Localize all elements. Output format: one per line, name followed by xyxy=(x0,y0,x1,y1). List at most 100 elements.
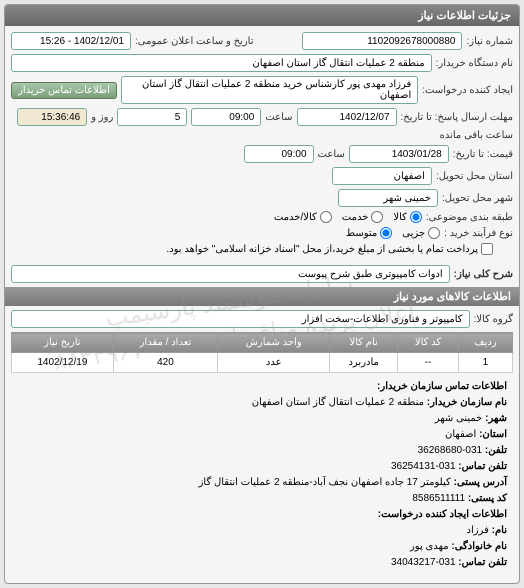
table-header-row: ردیف کد کالا نام کالا واحد شمارش تعداد /… xyxy=(12,333,513,353)
td-unit: عدد xyxy=(218,353,330,373)
bi-city: خمینی شهر xyxy=(435,413,483,424)
radio-motevaset-input[interactable] xyxy=(380,227,392,239)
panel-body: شماره نیاز: 1102092678000880 تاریخ و ساع… xyxy=(5,26,519,583)
radio-kala[interactable]: کالا xyxy=(393,211,422,223)
radio-khedmat-input[interactable] xyxy=(371,211,383,223)
row-price-valid: قیمت: تا تاریخ: 1403/01/28 ساعت 09:00 xyxy=(11,145,513,163)
requester-label: ایجاد کننده درخواست: xyxy=(422,85,513,96)
row-requester: ایجاد کننده درخواست: فرزاد مهدی پور کارش… xyxy=(11,76,513,104)
city-field: خمینی شهر xyxy=(338,189,438,207)
cr-tel: 031-34043217 xyxy=(391,557,456,568)
saat-label-2: ساعت xyxy=(318,149,345,160)
cr-name-label: نام: xyxy=(492,525,507,536)
bi-tel: 031-36254131 xyxy=(391,461,456,472)
td-code: -- xyxy=(398,353,459,373)
contact-button[interactable]: اطلاعات تماس خریدار xyxy=(11,82,117,99)
radio-kala-khedmat-label: کالا/خدمت xyxy=(274,212,317,223)
td-row: 1 xyxy=(458,353,512,373)
radio-motevaset[interactable]: متوسط xyxy=(346,227,392,239)
purchase-type-label: نوع فرآیند خرید : xyxy=(444,228,513,239)
panel-title: جزئیات اطلاعات نیاز xyxy=(5,5,519,26)
buyer-info-title: اطلاعات تماس سازمان خریدار: xyxy=(377,381,507,392)
table-body: 1 -- مادربرد عدد 420 1402/12/19 xyxy=(12,353,513,373)
row-subject-cat: طبقه بندی موضوعی: کالا خدمت کالا/خدمت xyxy=(11,211,513,223)
deadline-label: مهلت ارسال پاسخ: تا تاریخ: xyxy=(401,112,513,123)
remain-label: ساعت باقی مانده xyxy=(440,130,513,141)
bi-city-label: شهر: xyxy=(485,413,507,424)
purchase-radio-group: جزیی متوسط xyxy=(346,227,440,239)
deadline-date-field: 1402/12/07 xyxy=(297,108,397,126)
bi-tel-label: تلفن تماس: xyxy=(458,461,507,472)
th-name: نام کالا xyxy=(330,333,398,353)
row-buyer-org: نام دستگاه خریدار: منطقه 2 عملیات انتقال… xyxy=(11,54,513,72)
row-group: گروه کالا: کامپیوتر و فناوری اطلاعات-سخت… xyxy=(11,310,513,328)
cr-lastname: مهدی پور xyxy=(410,541,449,552)
table-head: ردیف کد کالا نام کالا واحد شمارش تعداد /… xyxy=(12,333,513,353)
bi-postal: 8586511111 xyxy=(412,493,465,504)
bi-fax-label: تلفن: xyxy=(485,445,507,456)
checkbox-full-pay[interactable]: پرداخت تمام یا بخشی از مبلغ خرید،از محل … xyxy=(166,243,493,255)
cr-lastname-label: نام خانوادگی: xyxy=(451,541,507,552)
buyer-info-block: اطلاعات تماس سازمان خریدار: نام سازمان خ… xyxy=(11,373,513,577)
radio-kala-khedmat-input[interactable] xyxy=(320,211,332,223)
th-row: ردیف xyxy=(458,333,512,353)
bi-postal-label: کد پستی: xyxy=(468,493,507,504)
saat-label-1: ساعت xyxy=(265,112,292,123)
requester-field: فرزاد مهدی پور کارشناس خرید منطقه 2 عملی… xyxy=(121,76,418,104)
general-desc-field: ادوات کامپیوتری طبق شرح پیوست xyxy=(11,265,450,283)
announce-label: تاریخ و ساعت اعلان عمومی: xyxy=(135,36,254,47)
td-date: 1402/12/19 xyxy=(12,353,114,373)
td-name: مادربرد xyxy=(330,353,398,373)
radio-kala-khedmat[interactable]: کالا/خدمت xyxy=(274,211,332,223)
announce-field: 1402/12/01 - 15:26 xyxy=(11,32,131,50)
bi-addr: کیلومتر 17 جاده اصفهان نجف آباد-منطقه 2 … xyxy=(199,477,451,488)
th-date: تاریخ نیاز xyxy=(12,333,114,353)
row-province: استان محل تحویل: اصفهان xyxy=(11,167,513,185)
city-label: شهر محل تحویل: xyxy=(442,193,513,204)
deadline-time-field: 09:00 xyxy=(191,108,261,126)
price-valid-label: قیمت: تا تاریخ: xyxy=(453,149,513,160)
radio-jozi-label: جزیی xyxy=(402,228,425,239)
bi-addr-label: آدرس پستی: xyxy=(454,477,507,488)
cr-tel-label: تلفن تماس: xyxy=(458,557,507,568)
province-field: اصفهان xyxy=(332,167,432,185)
radio-khedmat-label: خدمت xyxy=(342,212,369,223)
subject-radio-group: کالا خدمت کالا/خدمت xyxy=(274,211,422,223)
row-req-number: شماره نیاز: 1102092678000880 تاریخ و ساع… xyxy=(11,32,513,50)
items-table: ردیف کد کالا نام کالا واحد شمارش تعداد /… xyxy=(11,332,513,373)
radio-khedmat[interactable]: خدمت xyxy=(342,211,384,223)
th-unit: واحد شمارش xyxy=(218,333,330,353)
th-qty: تعداد / مقدار xyxy=(113,333,218,353)
row-deadline: مهلت ارسال پاسخ: تا تاریخ: 1402/12/07 سا… xyxy=(11,108,513,141)
radio-kala-input[interactable] xyxy=(410,211,422,223)
bi-org: منطقه 2 عملیات انتقال گاز استان اصفهان xyxy=(252,397,424,408)
details-panel: جزئیات اطلاعات نیاز شماره نیاز: 11020926… xyxy=(4,4,520,584)
bi-province-label: استان: xyxy=(479,429,507,440)
row-purchase-type: نوع فرآیند خرید : جزیی متوسط پرداخت تمام… xyxy=(11,227,513,255)
radio-jozi-input[interactable] xyxy=(428,227,440,239)
general-desc-label: شرح کلی نیاز: xyxy=(454,269,513,280)
creator-title: اطلاعات ایجاد کننده درخواست: xyxy=(378,509,507,520)
price-valid-time-field: 09:00 xyxy=(244,145,314,163)
row-general-desc: شرح کلی نیاز: ادوات کامپیوتری طبق شرح پی… xyxy=(11,265,513,283)
table-row: 1 -- مادربرد عدد 420 1402/12/19 xyxy=(12,353,513,373)
remain-field: 15:36:46 xyxy=(17,108,87,126)
bi-fax: 031-36268680 xyxy=(418,445,483,456)
days-label: روز و xyxy=(91,112,113,123)
subject-cat-label: طبقه بندی موضوعی: xyxy=(426,212,513,223)
th-code: کد کالا xyxy=(398,333,459,353)
checkbox-full-pay-input[interactable] xyxy=(481,243,493,255)
bi-org-label: نام سازمان خریدار: xyxy=(427,397,507,408)
items-section-title: اطلاعات کالاهای مورد نیاز xyxy=(5,287,519,306)
province-label: استان محل تحویل: xyxy=(436,171,513,182)
cr-name: فرزاد xyxy=(467,525,489,536)
bi-province: اصفهان xyxy=(445,429,476,440)
radio-jozi[interactable]: جزیی xyxy=(402,227,440,239)
group-field: کامپیوتر و فناوری اطلاعات-سخت افزار xyxy=(11,310,470,328)
req-number-label: شماره نیاز: xyxy=(466,36,513,47)
price-valid-date-field: 1403/01/28 xyxy=(349,145,449,163)
radio-kala-label: کالا xyxy=(393,212,407,223)
radio-motevaset-label: متوسط xyxy=(346,228,377,239)
group-label: گروه کالا: xyxy=(474,314,513,325)
checkbox-full-pay-label: پرداخت تمام یا بخشی از مبلغ خرید،از محل … xyxy=(166,244,478,255)
